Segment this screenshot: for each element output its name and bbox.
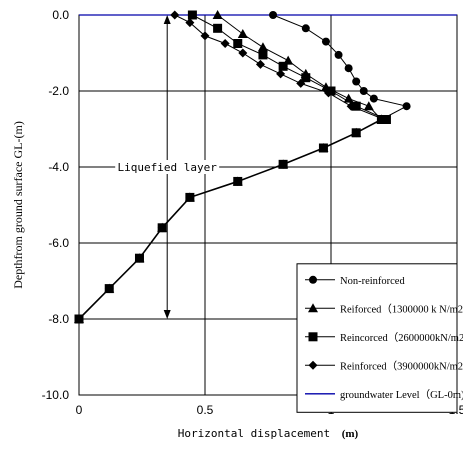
- series-point-1: [212, 10, 223, 19]
- y-axis-title: Depthfrom ground surface GL-(m): [11, 121, 25, 289]
- series-point-2: [351, 101, 361, 111]
- series-point-0: [369, 94, 378, 103]
- series-point-3: [323, 88, 333, 98]
- x-axis-unit: (m): [342, 428, 359, 440]
- legend-label: groundwater Level（GL-0m): [340, 389, 463, 401]
- series-point-1: [363, 101, 374, 111]
- arrow-head-bottom: [163, 310, 171, 319]
- shared-lower-curve: [78, 118, 382, 320]
- series-point-3: [238, 48, 248, 58]
- shared-curve-point: [134, 253, 144, 263]
- series-point-2: [258, 50, 268, 60]
- series-point-3: [170, 10, 180, 20]
- series-layer: [74, 10, 457, 324]
- series-point-3: [276, 69, 286, 79]
- y-tick-label: -2.0: [48, 84, 69, 98]
- series-point-3: [346, 101, 356, 111]
- shared-curve-point: [278, 159, 288, 169]
- series-point-2: [187, 10, 197, 20]
- series-point-0: [301, 24, 310, 33]
- x-tick-label: 0: [76, 403, 83, 417]
- shared-curve-point: [185, 192, 195, 202]
- x-tick-label: 0.5: [197, 403, 214, 417]
- shared-curve-point: [233, 176, 243, 186]
- x-axis-label: Horizontal displacement: [178, 427, 330, 440]
- shared-curve-point: [104, 284, 114, 294]
- legend-label: Reiforced（1300000 k N/m2): [340, 303, 463, 315]
- series-point-0: [334, 50, 343, 59]
- series-point-0: [359, 87, 368, 95]
- legend-label: Reinforced（3900000kN/m2): [340, 360, 463, 372]
- legend-marker: [308, 303, 318, 313]
- series-point-0: [321, 37, 330, 46]
- series-point-0: [402, 102, 411, 111]
- series-point-2: [233, 39, 243, 48]
- series-line-0: [272, 14, 409, 120]
- legend-marker: [308, 332, 318, 342]
- legend-box: [296, 263, 458, 413]
- legend-marker: [309, 275, 317, 284]
- series-point-2: [301, 73, 311, 83]
- series-point-3: [379, 115, 389, 124]
- series-point-3: [255, 59, 265, 69]
- arrow-head-top: [163, 15, 171, 24]
- series-point-3: [200, 31, 210, 41]
- annotation-label-bg: [115, 160, 220, 174]
- series-point-1: [237, 29, 248, 38]
- annotation-label: Liquefied layer: [118, 161, 218, 174]
- series-point-0: [344, 64, 353, 73]
- legend-label: Non-reinforced: [340, 276, 405, 287]
- series-point-0: [352, 77, 361, 86]
- shared-curve-point: [318, 143, 328, 153]
- y-tick-label: -4.0: [48, 160, 69, 174]
- liquefied-layer-annotation: Liquefied layer: [115, 15, 220, 319]
- series-point-3: [296, 78, 306, 88]
- legend-label: Reincorced（2600000kN/m2): [340, 332, 463, 344]
- series-point-2: [278, 61, 288, 71]
- y-tick-label: 0.0: [52, 8, 69, 22]
- legend: Non-reinforced Reiforced（1300000 k N/m2) R…: [296, 263, 463, 413]
- y-tick-label: -8.0: [48, 312, 69, 326]
- x-axis-title: Horizontal displacement (m): [178, 427, 359, 440]
- series-point-1: [257, 42, 268, 52]
- series-point-2: [213, 23, 223, 33]
- series-point-1: [343, 93, 354, 103]
- legend-marker: [308, 360, 318, 370]
- shared-curve-point: [157, 223, 167, 233]
- y-tick-label: -10.0: [42, 388, 70, 402]
- series-point-3: [220, 39, 230, 48]
- y-tick-label: -6.0: [48, 236, 69, 250]
- shared-curve-point: [74, 314, 84, 324]
- shared-curve-point: [351, 128, 361, 138]
- series-point-0: [269, 11, 278, 19]
- series-point-3: [185, 18, 195, 28]
